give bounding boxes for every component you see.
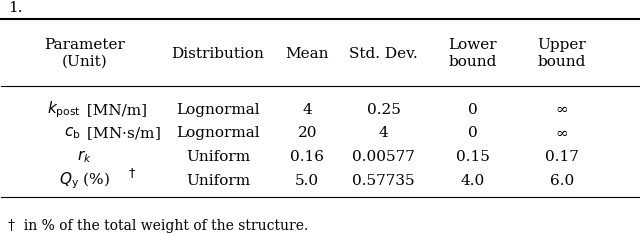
Text: Distribution: Distribution (172, 47, 264, 61)
Text: 0.15: 0.15 (456, 150, 490, 164)
Text: Mean: Mean (285, 47, 329, 61)
Text: $Q_\mathrm{y}$ (%): $Q_\mathrm{y}$ (%) (59, 170, 109, 191)
Text: 4.0: 4.0 (461, 174, 485, 188)
Text: Std. Dev.: Std. Dev. (349, 47, 418, 61)
Text: Upper
bound: Upper bound (538, 38, 586, 69)
Text: Lognormal: Lognormal (176, 126, 260, 140)
Text: $c_\mathrm{b}$: $c_\mathrm{b}$ (65, 126, 81, 141)
Text: 4: 4 (379, 126, 388, 140)
Text: [MN/m]: [MN/m] (82, 103, 147, 117)
Text: Uniform: Uniform (186, 174, 250, 188)
Text: 0: 0 (468, 103, 478, 117)
Text: 1.: 1. (8, 1, 22, 15)
Text: †  in % of the total weight of the structure.: † in % of the total weight of the struct… (8, 219, 308, 233)
Text: $r_k$: $r_k$ (77, 149, 92, 165)
Text: 0.16: 0.16 (291, 150, 324, 164)
Text: ∞: ∞ (556, 103, 568, 117)
Text: 6.0: 6.0 (550, 174, 574, 188)
Text: 0.57735: 0.57735 (353, 174, 415, 188)
Text: $k_\mathrm{post}$: $k_\mathrm{post}$ (47, 99, 81, 120)
Text: 0.25: 0.25 (367, 103, 401, 117)
Text: 0: 0 (468, 126, 478, 140)
Text: 0.00577: 0.00577 (352, 150, 415, 164)
Text: Parameter
(Unit): Parameter (Unit) (44, 38, 125, 69)
Text: $\dagger$: $\dagger$ (127, 166, 136, 180)
Text: Lower
bound: Lower bound (449, 38, 497, 69)
Text: 0.17: 0.17 (545, 150, 579, 164)
Text: 4: 4 (302, 103, 312, 117)
Text: Lognormal: Lognormal (176, 103, 260, 117)
Text: [MN$\cdot$s/m]: [MN$\cdot$s/m] (82, 125, 161, 142)
Text: 20: 20 (298, 126, 317, 140)
Text: ∞: ∞ (556, 126, 568, 140)
Text: Uniform: Uniform (186, 150, 250, 164)
Text: 5.0: 5.0 (295, 174, 319, 188)
